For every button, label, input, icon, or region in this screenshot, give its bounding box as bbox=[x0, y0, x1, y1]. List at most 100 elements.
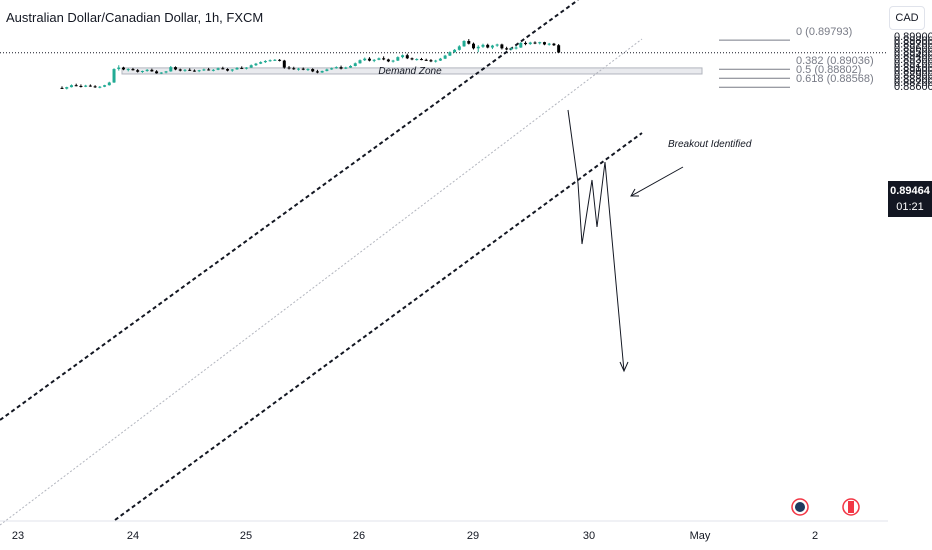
currency-button[interactable]: CAD bbox=[889, 6, 925, 30]
candle-body[interactable] bbox=[353, 63, 357, 66]
candle-body[interactable] bbox=[278, 59, 282, 61]
candle-body[interactable] bbox=[192, 70, 196, 72]
candle-body[interactable] bbox=[230, 69, 234, 71]
candle-body[interactable] bbox=[363, 58, 367, 61]
candle-body[interactable] bbox=[524, 42, 528, 45]
channel-upper-line[interactable] bbox=[0, 0, 579, 421]
candle-body[interactable] bbox=[490, 45, 494, 48]
candle-body[interactable] bbox=[344, 67, 348, 69]
candle-body[interactable] bbox=[557, 45, 561, 53]
candle-body[interactable] bbox=[297, 68, 300, 70]
candle-body[interactable] bbox=[424, 59, 428, 61]
candle-body[interactable] bbox=[263, 60, 267, 63]
candle-body[interactable] bbox=[443, 55, 447, 59]
candle-body[interactable] bbox=[197, 70, 201, 72]
breakout-arrow[interactable] bbox=[630, 166, 684, 197]
candle-body[interactable] bbox=[320, 70, 324, 73]
candle-body[interactable] bbox=[103, 85, 107, 87]
candle-body[interactable] bbox=[476, 46, 480, 49]
candle-body[interactable] bbox=[84, 85, 88, 87]
candle-body[interactable] bbox=[306, 69, 310, 71]
candle-body[interactable] bbox=[188, 69, 192, 71]
candle-body[interactable] bbox=[448, 52, 452, 56]
candlestick-series[interactable] bbox=[60, 39, 561, 90]
candle-body[interactable] bbox=[330, 68, 334, 70]
candle-body[interactable] bbox=[259, 62, 263, 64]
fib-levels[interactable]: 0 (0.89793) 0.382 (0.89036)0.5 (0.88802)0… bbox=[719, 26, 874, 88]
candle-body[interactable] bbox=[164, 71, 168, 73]
candle-body[interactable] bbox=[533, 42, 537, 44]
candle-body[interactable] bbox=[429, 60, 433, 62]
channel-lower-line[interactable] bbox=[114, 132, 643, 521]
candle-body[interactable] bbox=[509, 48, 513, 50]
candle-body[interactable] bbox=[282, 60, 286, 68]
candle-body[interactable] bbox=[79, 85, 83, 87]
candle-body[interactable] bbox=[386, 59, 390, 62]
candle-body[interactable] bbox=[178, 69, 182, 71]
candle-body[interactable] bbox=[273, 59, 277, 61]
candle-body[interactable] bbox=[93, 86, 97, 88]
candle-body[interactable] bbox=[505, 48, 509, 50]
candle-body[interactable] bbox=[514, 47, 518, 49]
candle-body[interactable] bbox=[519, 42, 523, 48]
candle-body[interactable] bbox=[311, 69, 315, 72]
candle-body[interactable] bbox=[462, 40, 466, 47]
candle-body[interactable] bbox=[367, 58, 371, 61]
time-axis[interactable]: 23 24 25 26 29 30 May 2 bbox=[12, 530, 818, 542]
candle-body[interactable] bbox=[117, 67, 121, 70]
candle-body[interactable] bbox=[495, 44, 499, 46]
candle-body[interactable] bbox=[542, 42, 546, 45]
candle-body[interactable] bbox=[202, 69, 206, 71]
candle-body[interactable] bbox=[240, 67, 244, 69]
candle-body[interactable] bbox=[121, 67, 125, 70]
candle-body[interactable] bbox=[88, 85, 92, 87]
candle-body[interactable] bbox=[159, 72, 163, 74]
candle-body[interactable] bbox=[207, 69, 211, 71]
candle-body[interactable] bbox=[301, 68, 305, 70]
candle-body[interactable] bbox=[410, 58, 414, 60]
candle-body[interactable] bbox=[500, 44, 504, 49]
candle-body[interactable] bbox=[169, 67, 173, 72]
candle-body[interactable] bbox=[434, 60, 438, 62]
candle-body[interactable] bbox=[334, 67, 338, 69]
candle-body[interactable] bbox=[358, 60, 362, 64]
candle-body[interactable] bbox=[339, 67, 343, 69]
demand-zone-box[interactable] bbox=[121, 67, 703, 75]
candle-body[interactable] bbox=[325, 69, 329, 71]
candle-body[interactable] bbox=[538, 42, 542, 44]
candle-body[interactable] bbox=[112, 69, 116, 83]
candle-body[interactable] bbox=[472, 43, 476, 49]
candle-body[interactable] bbox=[131, 69, 135, 71]
candle-body[interactable] bbox=[254, 63, 258, 66]
candle-body[interactable] bbox=[401, 55, 405, 58]
candle-body[interactable] bbox=[268, 60, 272, 62]
candle-body[interactable] bbox=[60, 87, 64, 89]
candle-body[interactable] bbox=[140, 70, 144, 72]
candle-body[interactable] bbox=[126, 69, 130, 71]
candle-body[interactable] bbox=[98, 86, 102, 88]
candle-body[interactable] bbox=[528, 42, 532, 45]
candle-body[interactable] bbox=[552, 43, 556, 46]
candle-body[interactable] bbox=[107, 82, 111, 86]
candle-body[interactable] bbox=[216, 68, 220, 70]
candle-body[interactable] bbox=[415, 59, 419, 61]
candle-body[interactable] bbox=[486, 44, 490, 48]
candle-body[interactable] bbox=[457, 46, 461, 50]
candle-body[interactable] bbox=[211, 69, 215, 71]
candle-body[interactable] bbox=[349, 65, 353, 68]
candle-body[interactable] bbox=[69, 85, 73, 88]
candle-body[interactable] bbox=[221, 68, 225, 70]
candle-body[interactable] bbox=[65, 87, 69, 89]
candle-body[interactable] bbox=[183, 69, 187, 71]
price-axis[interactable]: 0.899000.898000.897000.896000.895000.894… bbox=[894, 31, 932, 93]
candle-body[interactable] bbox=[419, 59, 423, 61]
candle-body[interactable] bbox=[438, 58, 442, 61]
candle-body[interactable] bbox=[547, 43, 551, 45]
candle-body[interactable] bbox=[235, 67, 239, 70]
event-icons[interactable] bbox=[791, 498, 860, 516]
projection-path[interactable] bbox=[567, 109, 625, 372]
candle-body[interactable] bbox=[372, 59, 376, 61]
candle-body[interactable] bbox=[315, 71, 319, 73]
candle-body[interactable] bbox=[174, 67, 178, 70]
candle-body[interactable] bbox=[377, 58, 381, 60]
